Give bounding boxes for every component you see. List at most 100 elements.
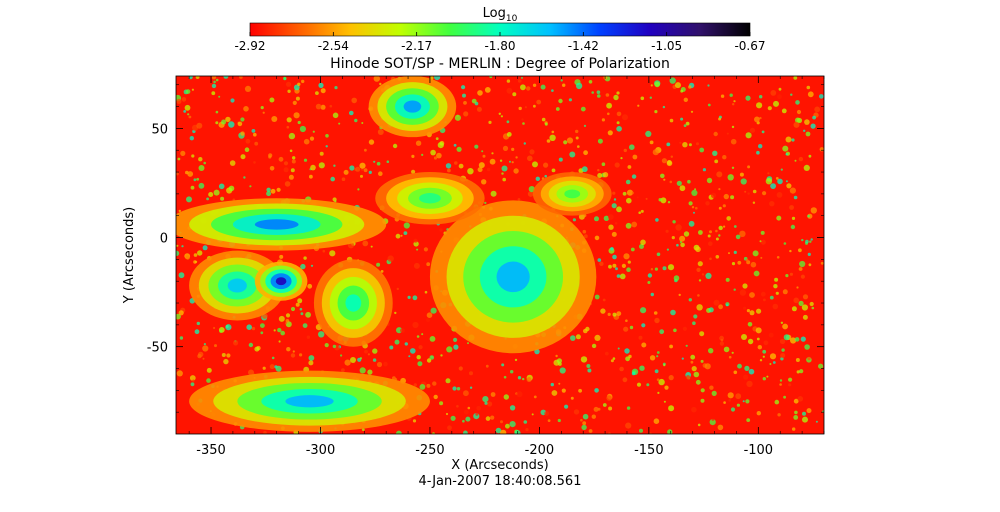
texture-speck	[285, 322, 288, 325]
texture-speck	[730, 138, 737, 145]
texture-speck	[211, 83, 217, 89]
texture-speck	[673, 275, 680, 281]
texture-speck	[612, 312, 617, 317]
texture-speck	[640, 307, 647, 314]
texture-speck	[691, 406, 697, 413]
texture-speck	[766, 375, 769, 378]
texture-speck	[769, 363, 772, 365]
texture-speck	[669, 77, 676, 84]
texture-speck	[718, 206, 722, 210]
texture-speck	[517, 376, 522, 380]
texture-speck	[631, 174, 637, 179]
texture-speck	[240, 131, 245, 136]
texture-speck	[781, 348, 785, 352]
texture-speck	[708, 348, 714, 354]
texture-speck	[614, 222, 618, 225]
texture-speck	[253, 161, 256, 164]
texture-speck	[783, 242, 787, 245]
texture-speck	[656, 252, 661, 257]
texture-speck	[812, 115, 816, 120]
texture-speck	[202, 357, 205, 360]
texture-speck	[503, 394, 509, 400]
texture-speck	[731, 125, 735, 129]
texture-speck	[733, 288, 736, 291]
texture-speck	[318, 331, 325, 338]
texture-speck	[658, 198, 662, 202]
texture-speck	[306, 335, 311, 339]
texture-speck	[640, 209, 644, 213]
texture-speck	[656, 378, 660, 382]
texture-speck	[747, 165, 751, 169]
texture-speck	[791, 306, 797, 312]
texture-speck	[575, 136, 579, 140]
texture-speck	[759, 359, 763, 362]
texture-speck	[297, 298, 303, 304]
texture-speck	[243, 106, 249, 112]
heatmap-features	[176, 76, 612, 432]
texture-speck	[181, 97, 187, 102]
texture-speck	[453, 143, 457, 147]
texture-speck	[712, 150, 718, 156]
texture-speck	[650, 268, 654, 271]
texture-speck	[596, 90, 601, 94]
texture-speck	[627, 165, 632, 169]
texture-speck	[362, 240, 369, 247]
texture-speck	[307, 283, 313, 289]
texture-speck	[802, 314, 808, 320]
texture-speck	[704, 363, 711, 370]
texture-speck	[379, 82, 382, 86]
texture-speck	[503, 375, 507, 379]
texture-speck	[285, 319, 290, 323]
texture-speck	[641, 342, 647, 348]
texture-speck	[221, 119, 227, 125]
texture-speck	[779, 338, 786, 345]
texture-speck	[680, 89, 684, 93]
texture-speck	[742, 283, 748, 289]
texture-speck	[394, 339, 400, 345]
texture-speck	[229, 160, 236, 166]
texture-speck	[486, 167, 491, 172]
texture-speck	[706, 177, 713, 184]
texture-speck	[303, 158, 308, 162]
texture-speck	[710, 192, 717, 199]
texture-speck	[796, 109, 802, 115]
texture-speck	[187, 113, 190, 116]
texture-speck	[620, 157, 623, 160]
texture-speck	[490, 392, 496, 397]
texture-speck	[810, 238, 813, 241]
texture-speck	[739, 289, 747, 296]
texture-speck	[357, 188, 360, 191]
texture-speck	[535, 176, 540, 181]
texture-speck	[785, 180, 788, 183]
texture-speck	[698, 279, 702, 282]
texture-speck	[612, 254, 617, 260]
texture-speck	[725, 304, 729, 307]
texture-speck	[421, 153, 424, 156]
texture-speck	[788, 383, 792, 387]
texture-speck	[502, 145, 509, 151]
texture-speck	[189, 136, 194, 141]
texture-speck	[794, 410, 798, 415]
texture-speck	[683, 97, 688, 103]
texture-speck	[515, 156, 518, 159]
texture-speck	[469, 371, 473, 376]
texture-speck	[697, 423, 701, 427]
texture-speck	[769, 353, 777, 360]
texture-speck	[780, 168, 783, 171]
texture-speck	[477, 167, 483, 173]
texture-speck	[481, 150, 484, 153]
texture-speck	[202, 345, 209, 352]
texture-speck	[303, 256, 307, 260]
texture-speck	[655, 218, 659, 222]
texture-speck	[594, 235, 600, 241]
texture-speck	[269, 97, 275, 103]
texture-speck	[490, 415, 495, 420]
texture-speck	[805, 239, 809, 244]
texture-speck	[731, 262, 736, 266]
texture-speck	[462, 93, 466, 98]
texture-speck	[254, 141, 259, 146]
texture-speck	[453, 337, 458, 342]
x-axis-label: X (Arcseconds)	[451, 458, 548, 473]
texture-speck	[807, 356, 811, 361]
texture-speck	[756, 337, 760, 341]
